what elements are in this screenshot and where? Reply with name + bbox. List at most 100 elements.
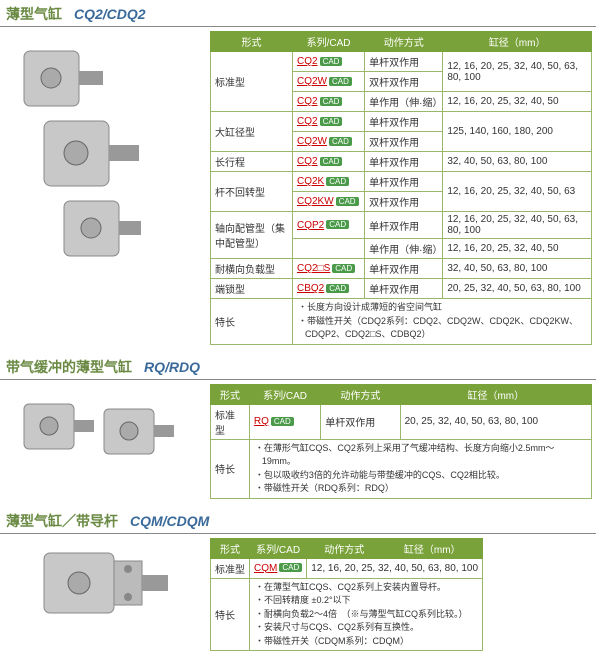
bore-cell: 20, 25, 32, 40, 50, 63, 80, 100 <box>400 404 591 439</box>
series-link[interactable]: CQ2 <box>297 156 318 167</box>
action-cell: 单杆双作用 <box>365 112 443 132</box>
note-line: ・长度方向设计成薄短的省空间气缸 <box>297 301 587 315</box>
table-header: 形式 <box>211 538 250 558</box>
series-cell: CQMCAD <box>250 558 307 578</box>
table-header: 形式 <box>211 384 250 404</box>
series-link[interactable]: CQ2W <box>297 136 327 147</box>
cad-badge[interactable]: CAD <box>320 117 343 126</box>
action-cell: 双杆双作用 <box>365 72 443 92</box>
section-title-cn: 薄型气缸 <box>6 4 62 24</box>
series-link[interactable]: CQ2 <box>297 96 318 107</box>
series-cell: CQ2WCAD <box>293 132 365 152</box>
spec-table: 形式系列/CAD动作方式缸径（mm）标准型CQMCAD12, 16, 20, 2… <box>210 538 483 652</box>
form-cell: 标准型 <box>211 558 250 578</box>
table-row: 特长・长度方向设计成薄短的省空间气缸・带磁性开关（CDQ2系列：CDQ2、CDQ… <box>211 299 592 345</box>
form-cell: 轴向配管型（集中配管型） <box>211 212 293 259</box>
series-link[interactable]: CQP2 <box>297 220 324 231</box>
cad-badge[interactable]: CAD <box>271 417 294 426</box>
note-cell: ・长度方向设计成薄短的省空间气缸・带磁性开关（CDQ2系列：CDQ2、CDQ2W… <box>293 299 592 345</box>
note-line: ・带磁性开关（CDQ2系列：CDQ2、CDQ2W、CDQ2K、CDQ2KW、CD… <box>297 315 587 342</box>
cad-badge[interactable]: CAD <box>336 197 359 206</box>
section-body: 形式系列/CAD动作方式缸径（mm）标准型RQCAD单杆双作用20, 25, 3… <box>0 384 596 499</box>
table-header: 动作方式 <box>321 384 400 404</box>
note-cell: ・在薄形气缸CQS、CQ2系列上采用了气缓冲结构、长度方向缩小2.5mm～19m… <box>249 439 591 498</box>
table-header: 缸径（mm） <box>443 32 592 52</box>
cad-badge[interactable]: CAD <box>329 77 352 86</box>
note-line: ・安装尺寸与CQS、CQ2系列有互换性。 <box>254 621 478 635</box>
bore-cell: 12, 16, 20, 25, 32, 40, 50, 63 <box>443 172 592 212</box>
series-cell: CQP2CAD <box>293 212 365 239</box>
series-link[interactable]: CQ2 <box>297 116 318 127</box>
note-line: ・带磁性开关（CDQM系列：CDQM） <box>254 635 478 649</box>
note-line: ・带磁性开关（RDQ系列：RDQ） <box>254 482 587 496</box>
action-cell: 单作用（伸·缩） <box>365 92 443 112</box>
section-title-cn: 带气缓冲的薄型气缸 <box>6 357 132 377</box>
section-title-cn: 薄型气缸／带导杆 <box>6 511 118 531</box>
section-2: 薄型气缸／带导杆CQM/CDQM形式系列/CAD动作方式缸径（mm）标准型CQM… <box>0 507 596 652</box>
section-body: 形式系列/CAD动作方式缸径（mm）标准型CQMCAD12, 16, 20, 2… <box>0 538 596 652</box>
table-row: 标准型CQMCAD12, 16, 20, 25, 32, 40, 50, 63,… <box>211 558 483 578</box>
series-cell: CQ2KWCAD <box>293 192 365 212</box>
cad-badge[interactable]: CAD <box>329 137 352 146</box>
series-cell: CBQ2CAD <box>293 279 365 299</box>
action-cell: 单杆双作用 <box>365 152 443 172</box>
note-label-cell: 特长 <box>211 439 250 498</box>
series-link[interactable]: CQ2□S <box>297 263 330 274</box>
table-header: 缸径（mm） <box>382 538 483 558</box>
cad-badge[interactable]: CAD <box>326 177 349 186</box>
form-cell: 标准型 <box>211 52 293 112</box>
table-row: 耐横向负载型CQ2□SCAD单杆双作用32, 40, 50, 63, 80, 1… <box>211 259 592 279</box>
cad-badge[interactable]: CAD <box>332 264 355 273</box>
table-header: 动作方式 <box>307 538 382 558</box>
table-row: 端锁型CBQ2CAD单杆双作用20, 25, 32, 40, 50, 63, 8… <box>211 279 592 299</box>
form-cell: 长行程 <box>211 152 293 172</box>
table-row: 标准型CQ2CAD单杆双作用12, 16, 20, 25, 32, 40, 50… <box>211 52 592 72</box>
action-cell: 单杆双作用 <box>365 259 443 279</box>
form-cell: 杆不回转型 <box>211 172 293 212</box>
note-line: ・在薄型气缸CQS、CQ2系列上安装内置导杆。 <box>254 581 478 595</box>
bore-cell: 32, 40, 50, 63, 80, 100 <box>443 259 592 279</box>
table-row: 大缸径型CQ2CAD单杆双作用125, 140, 160, 180, 200 <box>211 112 592 132</box>
action-cell: 单杆双作用 <box>365 212 443 239</box>
series-cell: CQ2CAD <box>293 52 365 72</box>
series-link[interactable]: CQ2K <box>297 176 324 187</box>
series-link[interactable]: CQ2W <box>297 76 327 87</box>
bore-cell: 20, 25, 32, 40, 50, 63, 80, 100 <box>443 279 592 299</box>
note-line: ・包以吸收约3倍的允许动能与带垫缓冲的CQS、CQ2相比较。 <box>254 469 587 483</box>
cad-badge[interactable]: CAD <box>326 220 349 229</box>
section-1: 带气缓冲的薄型气缸RQ/RDQ形式系列/CAD动作方式缸径（mm）标准型RQCA… <box>0 353 596 499</box>
section-header: 薄型气缸CQ2/CDQ2 <box>0 0 596 27</box>
section-body: 形式系列/CAD动作方式缸径（mm）标准型CQ2CAD单杆双作用12, 16, … <box>0 31 596 345</box>
series-link[interactable]: CBQ2 <box>297 283 324 294</box>
series-cell <box>293 239 365 259</box>
action-cell: 双杆双作用 <box>365 132 443 152</box>
action-cell: 单杆双作用 <box>365 279 443 299</box>
table-header: 系列/CAD <box>250 538 307 558</box>
cad-badge[interactable]: CAD <box>320 57 343 66</box>
action-cell: 12, 16, 20, 25, 32, 40, 50, 63, 80, 100 <box>307 558 483 578</box>
series-cell: CQ2KCAD <box>293 172 365 192</box>
bore-cell: 12, 16, 20, 25, 32, 40, 50 <box>443 239 592 259</box>
action-cell: 单杆双作用 <box>365 52 443 72</box>
cad-badge[interactable]: CAD <box>279 563 302 572</box>
series-cell: CQ2□SCAD <box>293 259 365 279</box>
series-link[interactable]: RQ <box>254 416 269 427</box>
section-header: 带气缓冲的薄型气缸RQ/RDQ <box>0 353 596 380</box>
cad-badge[interactable]: CAD <box>320 157 343 166</box>
action-cell: 双杆双作用 <box>365 192 443 212</box>
cad-badge[interactable]: CAD <box>320 97 343 106</box>
table-header: 系列/CAD <box>249 384 320 404</box>
note-label-cell: 特长 <box>211 299 293 345</box>
form-cell: 耐横向负载型 <box>211 259 293 279</box>
table-row: 杆不回转型CQ2KCAD单杆双作用12, 16, 20, 25, 32, 40,… <box>211 172 592 192</box>
bore-cell: 32, 40, 50, 63, 80, 100 <box>443 152 592 172</box>
series-link[interactable]: CQ2KW <box>297 196 334 207</box>
product-illustration <box>4 31 204 261</box>
action-cell: 单杆双作用 <box>321 404 400 439</box>
series-link[interactable]: CQ2 <box>297 56 318 67</box>
series-cell: CQ2CAD <box>293 112 365 132</box>
cad-badge[interactable]: CAD <box>326 284 349 293</box>
table-row: 长行程 CQ2CAD 单杆双作用32, 40, 50, 63, 80, 100 <box>211 152 592 172</box>
series-link[interactable]: CQM <box>254 563 277 574</box>
note-line: ・在薄形气缸CQS、CQ2系列上采用了气缓冲结构、长度方向缩小2.5mm～19m… <box>254 442 587 469</box>
